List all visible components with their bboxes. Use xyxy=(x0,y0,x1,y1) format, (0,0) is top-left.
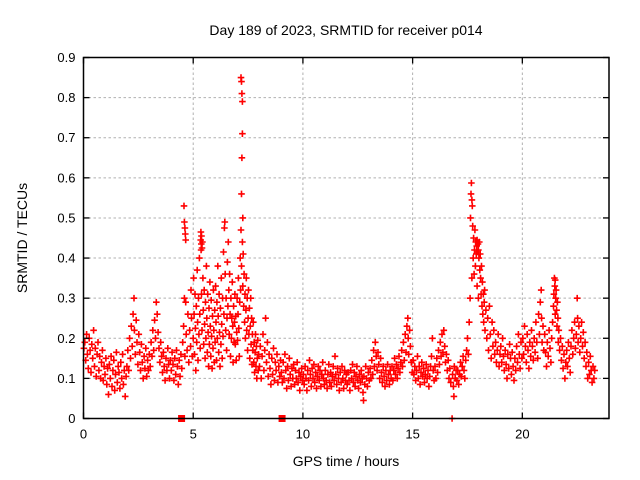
svg-text:0.3: 0.3 xyxy=(57,291,75,306)
svg-text:0.7: 0.7 xyxy=(57,130,75,145)
axes-and-ticks xyxy=(82,56,610,420)
svg-text:0: 0 xyxy=(68,411,75,426)
svg-text:0.5: 0.5 xyxy=(57,210,75,225)
svg-text:0.9: 0.9 xyxy=(57,50,75,65)
data-points-layer xyxy=(80,74,598,422)
svg-text:0.8: 0.8 xyxy=(57,90,75,105)
svg-text:5: 5 xyxy=(190,427,197,442)
svg-text:0.6: 0.6 xyxy=(57,170,75,185)
svg-text:10: 10 xyxy=(296,427,310,442)
svg-text:0.2: 0.2 xyxy=(57,331,75,346)
svg-text:0.4: 0.4 xyxy=(57,251,75,266)
grid-lines xyxy=(83,57,609,419)
svg-text:20: 20 xyxy=(515,427,529,442)
chart-title: Day 189 of 2023, SRMTID for receiver p01… xyxy=(209,22,483,38)
svg-text:15: 15 xyxy=(405,427,419,442)
svg-text:0: 0 xyxy=(80,427,87,442)
tick-labels: 0 5 10 15 20 0 0.1 0.2 0.3 0.4 0.5 0.6 0.7 0.8 0.9 xyxy=(57,50,529,442)
x-axis-label: GPS time / hours xyxy=(292,453,400,469)
data-series-srmtid-plus-markers xyxy=(80,74,598,422)
svg-text:0.1: 0.1 xyxy=(57,371,75,386)
